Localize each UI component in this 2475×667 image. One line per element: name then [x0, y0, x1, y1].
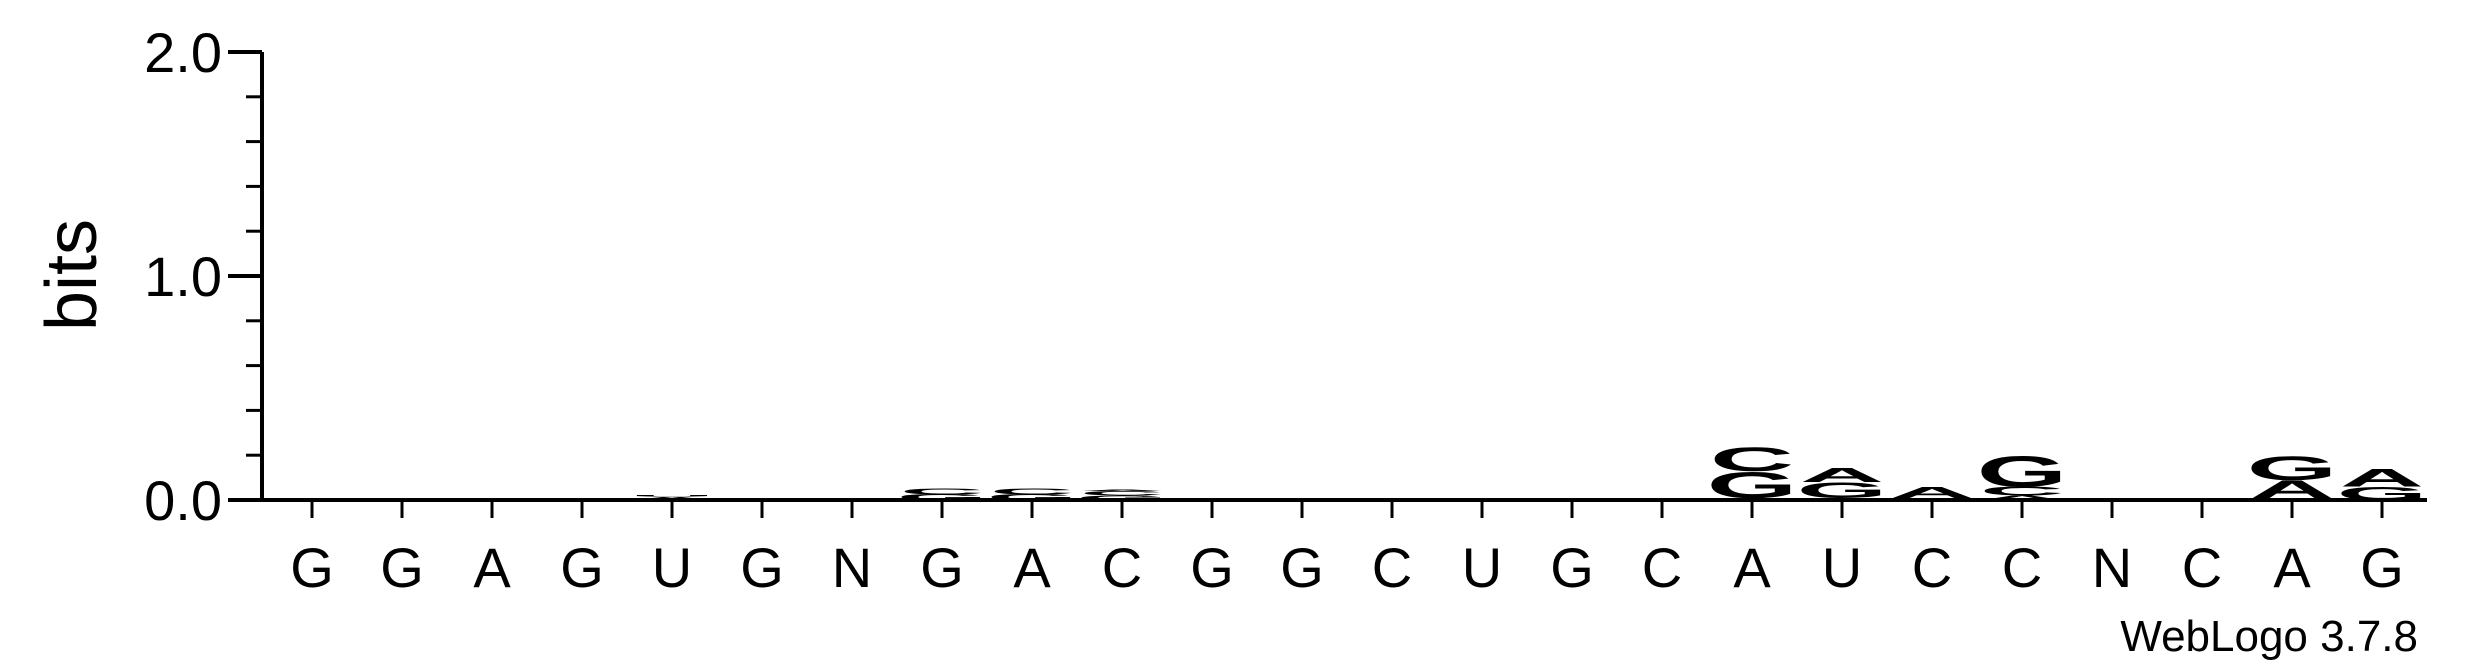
x-tick-label: G	[290, 536, 334, 599]
x-tick-label: G	[1280, 536, 1324, 599]
x-tick-label: C	[1642, 536, 1682, 599]
x-tick-label: C	[2002, 536, 2042, 599]
logo-letter: G	[1977, 447, 2068, 496]
axes: 0.01.02.0G G A G U G N G A C G G C U G C A U C C N C A G	[144, 21, 2427, 599]
x-tick-label: U	[1822, 536, 1862, 599]
logo-letter: C	[1710, 440, 1794, 478]
weblogo-version-label: WebLogo 3.7.8	[2120, 612, 2418, 661]
logo-letter: A	[2340, 464, 2424, 492]
x-tick-label: C	[2182, 536, 2222, 599]
logo-letter: G	[987, 493, 1078, 502]
y-tick-label: 1.0	[144, 245, 222, 308]
logo-letter: A	[1980, 494, 2064, 501]
x-tick-label: A	[1013, 536, 1051, 599]
logo-letter: A	[1890, 497, 1974, 500]
logo-letter: U	[630, 495, 714, 497]
x-tick-label: N	[832, 536, 872, 599]
axis-labels: bits WebLogo 3.7.8	[32, 219, 2418, 661]
x-tick-label: G	[920, 536, 964, 599]
x-tick-label: U	[652, 536, 692, 599]
logo-letter: C	[900, 487, 984, 496]
logo-letter: A	[1800, 464, 1884, 487]
x-tick-label: G	[1190, 536, 1234, 599]
logo-letter: C	[2250, 497, 2334, 500]
logo-letter: A	[2250, 475, 2334, 503]
logo-letter: A	[810, 497, 894, 500]
x-tick-label: G	[380, 536, 424, 599]
logo-letter: G	[2247, 449, 2338, 487]
x-tick-label: C	[1102, 536, 1142, 599]
x-tick-label: A	[1733, 536, 1771, 599]
x-tick-label: G	[2360, 536, 2404, 599]
logo-letter: C	[2160, 499, 2244, 501]
x-tick-label: C	[1912, 536, 1952, 599]
x-tick-label: A	[473, 536, 511, 599]
x-tick-label: C	[1372, 536, 1412, 599]
logo-letter: A	[1710, 497, 1794, 500]
logo-letter: G	[1077, 494, 1168, 501]
logo-letter: G	[2337, 483, 2428, 504]
y-axis-label: bits	[32, 219, 112, 331]
logo-letter: A	[1620, 497, 1704, 500]
x-tick-label: G	[560, 536, 604, 599]
x-tick-label: N	[2092, 536, 2132, 599]
logo-letter: G	[1707, 465, 1798, 506]
logo-letter: G	[897, 493, 988, 502]
logo-letter: A	[630, 496, 714, 501]
logo-letter: A	[450, 497, 534, 500]
logo-letter: C	[1980, 484, 2064, 498]
x-tick-label: U	[1462, 536, 1502, 599]
y-tick-label: 0.0	[144, 469, 222, 532]
x-tick-label: G	[1550, 536, 1594, 599]
logo-letter: A	[1080, 490, 1164, 492]
x-tick-label: G	[740, 536, 784, 599]
logo-letter: G	[1797, 478, 1888, 502]
x-tick-label: A	[2273, 536, 2311, 599]
y-tick-label: 2.0	[144, 21, 222, 84]
logo-letter: C	[1080, 490, 1164, 497]
logo-letter: A	[1890, 484, 1974, 501]
logo-letter: A	[540, 497, 624, 500]
logo-letter: C	[990, 487, 1074, 496]
logo-letter: U	[1800, 497, 1884, 500]
